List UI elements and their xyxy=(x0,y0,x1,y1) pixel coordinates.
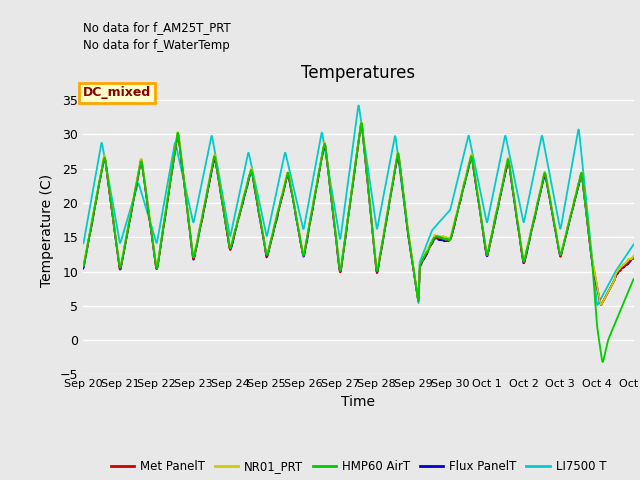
X-axis label: Time: Time xyxy=(341,395,376,409)
Text: No data for f_AM25T_PRT: No data for f_AM25T_PRT xyxy=(83,21,231,34)
Text: No data for f_WaterTemp: No data for f_WaterTemp xyxy=(83,39,230,52)
Title: Temperatures: Temperatures xyxy=(301,64,415,82)
Legend: Met PanelT, NR01_PRT, HMP60 AirT, Flux PanelT, LI7500 T: Met PanelT, NR01_PRT, HMP60 AirT, Flux P… xyxy=(106,456,611,478)
Text: DC_mixed: DC_mixed xyxy=(83,86,152,99)
Y-axis label: Temperature (C): Temperature (C) xyxy=(40,174,54,287)
